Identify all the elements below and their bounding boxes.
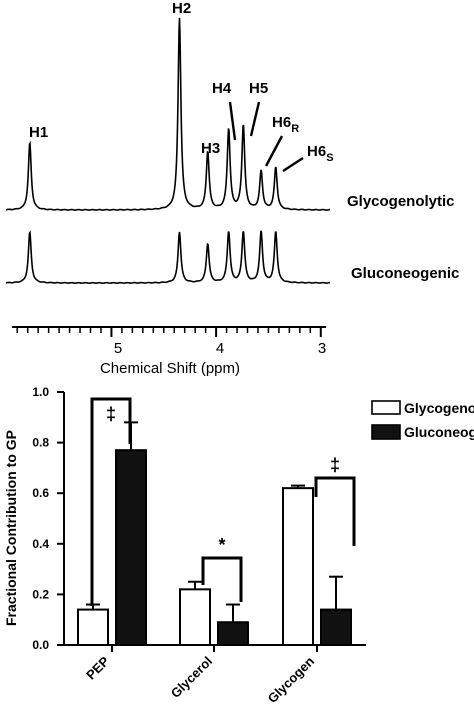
category-label-glycogen: Glycogen xyxy=(265,653,318,706)
peak-label-h2: H2 xyxy=(172,0,191,17)
bar-y-axis-title: Fractional Contribution to GP xyxy=(3,430,19,626)
bar-y-tick-label-0: 0.0 xyxy=(32,638,49,652)
chemical-shift-axis-title: Chemical Shift (ppm) xyxy=(100,360,240,377)
category-label-pep: PEP xyxy=(83,653,112,682)
leader-line-h4 xyxy=(228,101,237,141)
bar-y-tick-label-3: 0.6 xyxy=(32,486,49,500)
bar-y-tick-label-4: 0.8 xyxy=(32,436,49,450)
bar-glycogenolytic-glycogen xyxy=(282,487,314,647)
bar-glycogenolytic-pep xyxy=(77,608,109,647)
gluconeogenic-spectrum-trace xyxy=(5,230,331,284)
legend: Glycogenolytic Gluconeogenic xyxy=(371,400,474,440)
bar-gluconeogenic-pep xyxy=(115,449,147,646)
bar-category-ticks xyxy=(111,645,318,652)
significance-bracket-pep xyxy=(90,397,132,606)
peak-label-h6r: H6R xyxy=(272,114,299,135)
legend-swatch-glycogenolytic xyxy=(371,400,401,415)
bar-gluconeogenic-glycogen xyxy=(320,608,352,647)
significance-marker-pep: ‡ xyxy=(106,404,116,424)
bar-chart-panel: Fractional Contribution to GP 0.00.20.40… xyxy=(3,385,474,706)
bar-y-tick-label-1: 0.2 xyxy=(32,587,49,601)
ppm-tick-label-4: 4 xyxy=(216,340,224,357)
gluconeogenic-trace-label: Gluconeogenic xyxy=(351,265,459,282)
glycogenolytic-spectrum-trace xyxy=(5,17,331,211)
glycogenolytic-trace-label: Glycogenolytic xyxy=(347,193,455,210)
peak-label-h5: H5 xyxy=(249,80,268,97)
legend-label-gluconeogenic: Gluconeogenic xyxy=(404,424,474,440)
peak-label-h3: H3 xyxy=(201,140,220,157)
nmr-spectra-panel: Glycogenolytic Gluconeogenic H1 H2 H3 H4… xyxy=(5,0,459,377)
peak-label-h1: H1 xyxy=(29,124,48,141)
ppm-tick-label-5: 5 xyxy=(114,340,122,357)
leader-line-h6r xyxy=(264,135,284,167)
significance-bracket-glycogen xyxy=(314,476,356,546)
significance-marker-glycogen: ‡ xyxy=(330,455,340,475)
peak-label-h4: H4 xyxy=(212,80,232,97)
bar-y-tick-label-5: 1.0 xyxy=(32,385,49,399)
legend-swatch-gluconeogenic xyxy=(371,424,401,440)
leader-line-h6s xyxy=(282,156,304,173)
bar-glycogenolytic-glycerol xyxy=(179,588,211,647)
legend-label-glycogenolytic: Glycogenolytic xyxy=(404,400,474,416)
bar-y-ticks: 0.0 0.2 0.4 0.6 0.8 1.0 xyxy=(32,385,64,652)
bars xyxy=(77,421,352,647)
significance-bracket-glycerol xyxy=(201,556,243,602)
category-label-glycerol: Glycerol xyxy=(168,654,215,701)
bar-y-tick-label-2: 0.4 xyxy=(32,537,49,551)
ppm-tick-label-3: 3 xyxy=(318,340,326,357)
significance-marker-glycerol: * xyxy=(218,535,225,555)
bar-gluconeogenic-glycerol xyxy=(217,621,249,646)
peak-label-h6s: H6S xyxy=(307,143,334,164)
leader-line-h5 xyxy=(249,101,261,137)
chemical-shift-ticks xyxy=(16,327,322,337)
